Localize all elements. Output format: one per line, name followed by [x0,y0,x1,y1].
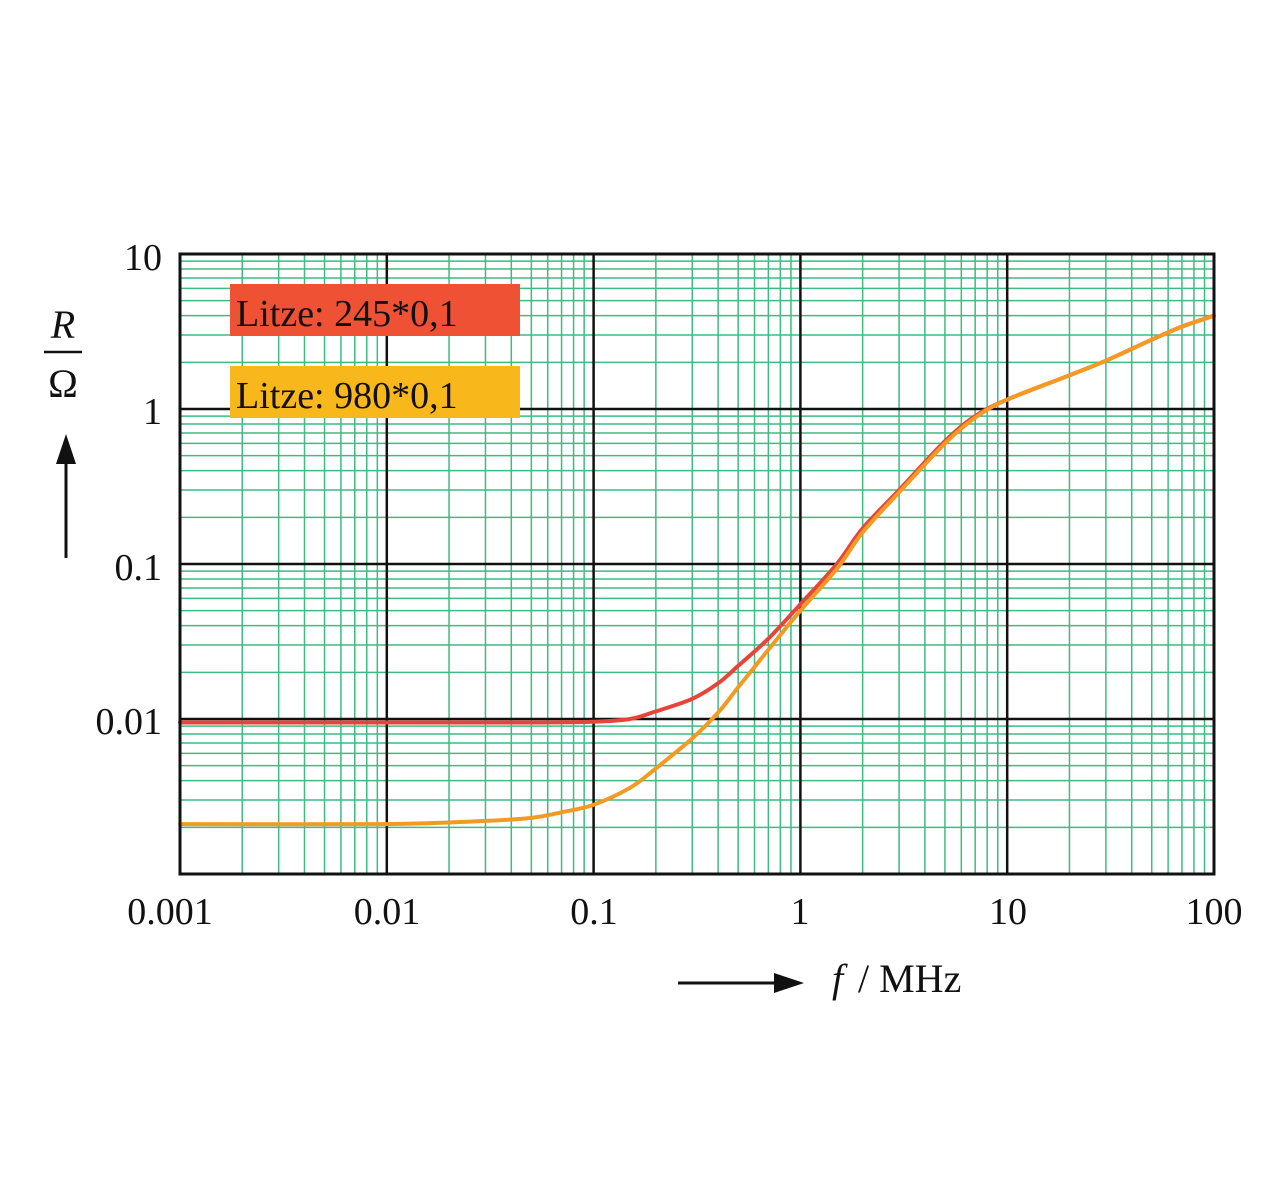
x-axis-label: f / MHz [678,956,961,1001]
legend-label-1: Litze: 245*0,1 [236,293,458,335]
legend-swatch-1 [230,284,520,336]
x-tick-label: 10 [989,891,1027,933]
y-axis-label: R Ω [44,302,82,558]
y-tick-labels: 10 1 0.1 0.01 [96,237,163,743]
legend-label-2: Litze: 980*0,1 [236,375,458,417]
legend-swatch-2 [230,366,520,418]
x-tick-label: 0.001 [127,891,213,933]
y-axis-arrowhead [56,434,76,464]
x-tick-labels: 0.001 0.01 0.1 1 10 100 [127,891,1242,933]
x-tick-label: 100 [1186,891,1243,933]
x-tick-label: 0.1 [570,891,618,933]
y-tick-label: 0.01 [96,701,163,743]
x-axis-symbol: f [832,956,848,1001]
series-layer [178,313,1216,827]
plot-frame [178,252,1216,876]
x-axis-unit: / MHz [858,956,961,1001]
y-tick-label: 10 [124,237,162,279]
y-axis-unit: Ω [48,361,78,406]
y-tick-label: 0.1 [115,547,163,589]
y-axis-symbol: R [50,302,75,347]
x-tick-label: 1 [791,891,810,933]
legend: Litze: 245*0,1 Litze: 980*0,1 [230,284,520,418]
x-tick-label: 0.01 [354,891,421,933]
x-axis-arrowhead [774,973,804,993]
y-tick-label: 1 [143,391,162,433]
series-line-2 [178,313,1216,827]
